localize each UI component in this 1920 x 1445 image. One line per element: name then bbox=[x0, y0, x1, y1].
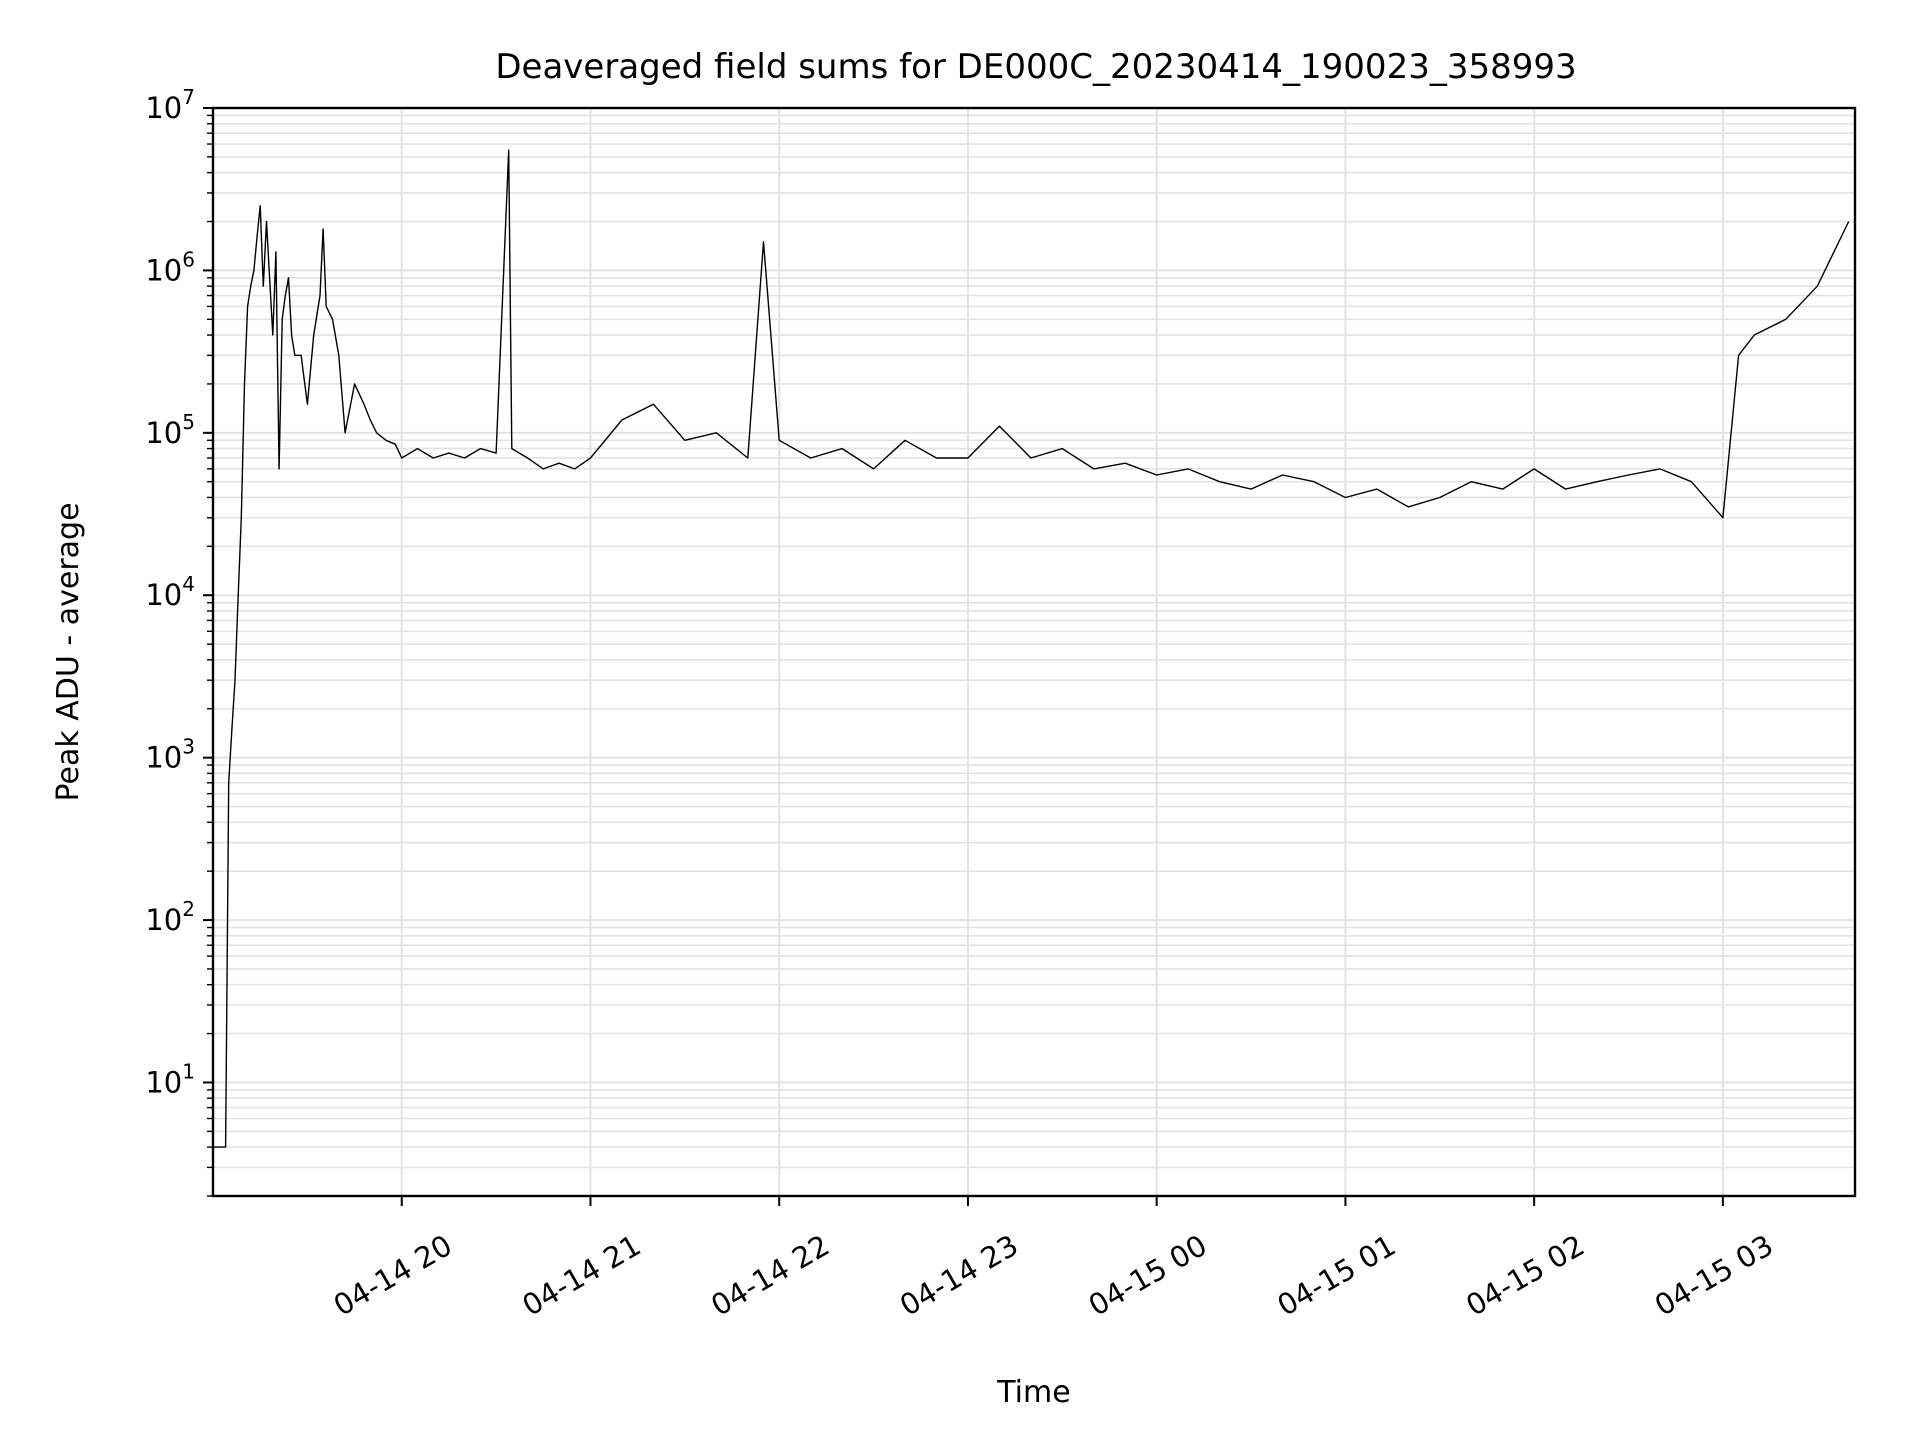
x-tick-label: 04-15 00 bbox=[1083, 1228, 1213, 1323]
tick-layer bbox=[203, 107, 1724, 1206]
plot-frame bbox=[211, 106, 1857, 1198]
y-tick-label: 102 bbox=[145, 897, 195, 937]
chart-title: Deaveraged field sums for DE000C_2023041… bbox=[495, 47, 1576, 87]
y-axis-label: Peak ADU - average bbox=[51, 502, 86, 801]
x-tick-label: 04-15 01 bbox=[1271, 1228, 1401, 1323]
x-tick-label: 04-14 21 bbox=[517, 1228, 647, 1323]
series-layer bbox=[213, 149, 1850, 1148]
x-tick-label: 04-14 22 bbox=[705, 1228, 835, 1323]
x-tick-label: 04-15 03 bbox=[1649, 1228, 1779, 1323]
x-axis-label: Time bbox=[996, 1375, 1070, 1410]
grid-layer bbox=[213, 107, 1855, 1197]
x-tick-label: 04-14 20 bbox=[328, 1228, 458, 1323]
y-tick-label: 106 bbox=[145, 247, 195, 287]
y-tick-label: 107 bbox=[145, 85, 195, 125]
y-tick-labels: 101 102 103 104 105 106 107 bbox=[145, 85, 195, 1099]
x-tick-label: 04-14 23 bbox=[894, 1228, 1024, 1323]
y-tick-label: 104 bbox=[145, 572, 195, 612]
x-tick-labels: 04-14 20 04-14 21 04-14 22 04-14 23 04-15 00… bbox=[328, 1228, 1779, 1323]
x-tick-label: 04-15 02 bbox=[1460, 1228, 1590, 1323]
y-tick-label: 101 bbox=[145, 1059, 195, 1099]
y-tick-label: 105 bbox=[145, 410, 195, 450]
series-line bbox=[213, 149, 1850, 1148]
y-tick-label: 103 bbox=[145, 735, 195, 775]
